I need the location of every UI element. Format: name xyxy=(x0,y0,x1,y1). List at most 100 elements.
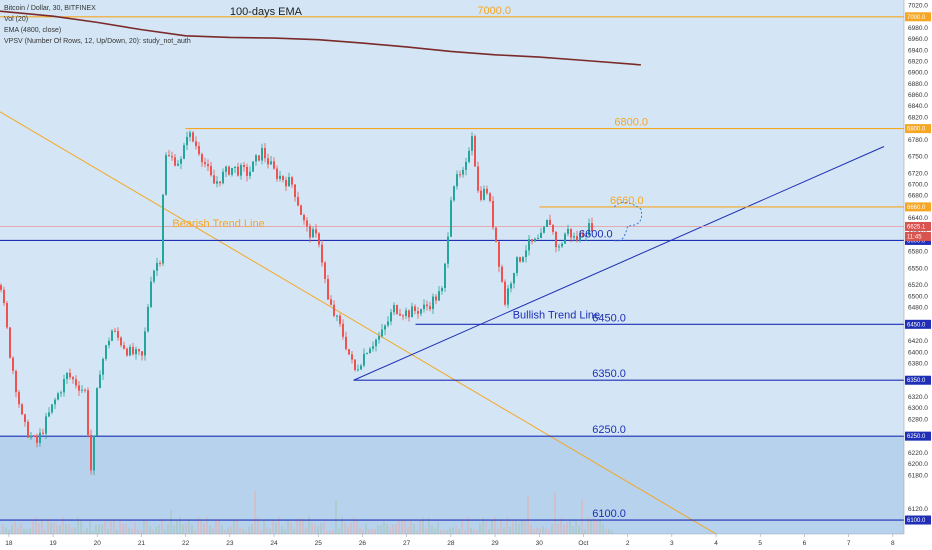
volume-bar xyxy=(320,523,322,534)
price-tick-label: 6480.0 xyxy=(908,305,928,312)
volume-bar xyxy=(602,524,604,534)
volume-bar xyxy=(569,519,571,534)
candle-body xyxy=(309,226,311,238)
candle-body xyxy=(582,233,584,237)
volume-bar xyxy=(533,528,535,534)
volume-bar xyxy=(362,530,364,534)
price-tick-label: 6920.0 xyxy=(908,59,928,66)
candle-body xyxy=(378,336,380,340)
volume-bar xyxy=(347,526,349,534)
volume-bar xyxy=(107,528,109,534)
candle-body xyxy=(72,377,74,380)
volume-bar xyxy=(560,518,562,534)
candle-body xyxy=(453,186,455,201)
volume-bar xyxy=(482,517,484,534)
volume-bar xyxy=(383,521,385,534)
price-tick-label: 6420.0 xyxy=(908,338,928,345)
candle-body xyxy=(501,266,503,282)
volume-bar xyxy=(80,520,82,534)
volume-bar xyxy=(308,515,310,534)
volume-bar xyxy=(485,521,487,534)
volume-bar xyxy=(497,528,499,534)
candle-body xyxy=(153,270,155,282)
level-label-6450: 6450.0 xyxy=(592,312,626,324)
volume-bar xyxy=(584,529,586,534)
candle-body xyxy=(477,166,479,191)
volume-bar xyxy=(257,517,259,534)
candle-body xyxy=(423,304,425,310)
candle-body xyxy=(219,181,221,184)
price-tag-6100: 6100.0 xyxy=(907,518,926,524)
candle-body xyxy=(306,220,308,227)
candle-body xyxy=(393,305,395,313)
volume-bar xyxy=(449,527,451,534)
candle-body xyxy=(504,281,506,305)
annotations: 7000.0 6800.0 6660.0 6600.0 6450.0 6350.0 6250… xyxy=(172,5,648,520)
candle-body xyxy=(549,219,551,225)
volume-bar xyxy=(176,519,178,534)
candle-body xyxy=(414,306,416,312)
candle-body xyxy=(399,313,401,316)
volume-bar xyxy=(203,523,205,534)
candle-body xyxy=(468,150,470,162)
candle-body xyxy=(30,435,32,438)
volume-bar xyxy=(326,530,328,534)
candle-body xyxy=(93,435,95,471)
candle-body xyxy=(36,435,38,443)
candle-body xyxy=(144,331,146,356)
candle-body xyxy=(465,161,467,170)
candle-body xyxy=(426,304,428,307)
candle-body xyxy=(78,385,80,391)
volume-bar xyxy=(140,530,142,534)
volume-bar xyxy=(89,520,91,534)
time-axis[interactable]: 18 19 20 21 22 23 24 25 26 27 28 29 30 Oct 2 3 4 5 6 7 8 xyxy=(0,533,932,550)
candle-body xyxy=(210,166,212,176)
candle-body xyxy=(384,325,386,330)
price-tag-6660: 6660.0 xyxy=(907,205,926,211)
volume-bar xyxy=(158,524,160,534)
candle-body xyxy=(213,175,215,184)
level-label-7000: 7000.0 xyxy=(477,5,511,17)
volume-bar xyxy=(554,493,556,534)
candle-body xyxy=(168,155,170,157)
volume-bar xyxy=(23,528,25,534)
candle-body xyxy=(297,197,299,206)
volume-bar xyxy=(524,521,526,534)
volume-bar xyxy=(215,518,217,534)
candle-body xyxy=(108,340,110,346)
volume-bar xyxy=(365,523,367,534)
volume-bar xyxy=(428,518,430,534)
volume-bar xyxy=(41,520,43,534)
volume-bar xyxy=(611,530,613,534)
volume-bar xyxy=(407,527,409,534)
projection-curve xyxy=(614,202,643,242)
candle-body xyxy=(540,232,542,239)
price-tick-label: 6120.0 xyxy=(908,506,928,513)
volume-bar xyxy=(350,522,352,534)
candle-body xyxy=(135,349,137,355)
volume-bar xyxy=(551,523,553,534)
volume-bar xyxy=(587,517,589,534)
candle-body xyxy=(531,239,533,242)
time-tick-label: 6 xyxy=(803,540,807,547)
candle-body xyxy=(348,349,350,355)
candle-body xyxy=(69,372,71,378)
volume-bar xyxy=(8,529,10,534)
candle-body xyxy=(408,310,410,318)
candle-body xyxy=(75,379,77,386)
candle-body xyxy=(159,262,161,264)
volume-bar xyxy=(335,500,337,534)
price-axis[interactable]: 6120.0 6180.0 6200.0 6220.0 6280.0 6300.0 6320… xyxy=(903,0,932,550)
volume-bar xyxy=(35,517,37,534)
candle-body xyxy=(84,389,86,391)
volume-bar xyxy=(443,529,445,534)
candle-body xyxy=(450,200,452,237)
candle-body xyxy=(345,336,347,350)
candle-body xyxy=(66,372,68,380)
candle-body xyxy=(192,132,194,142)
candle-body xyxy=(81,389,83,391)
candle-body xyxy=(456,174,458,187)
volume-bar xyxy=(239,527,241,534)
time-tick-label: 27 xyxy=(403,540,411,547)
